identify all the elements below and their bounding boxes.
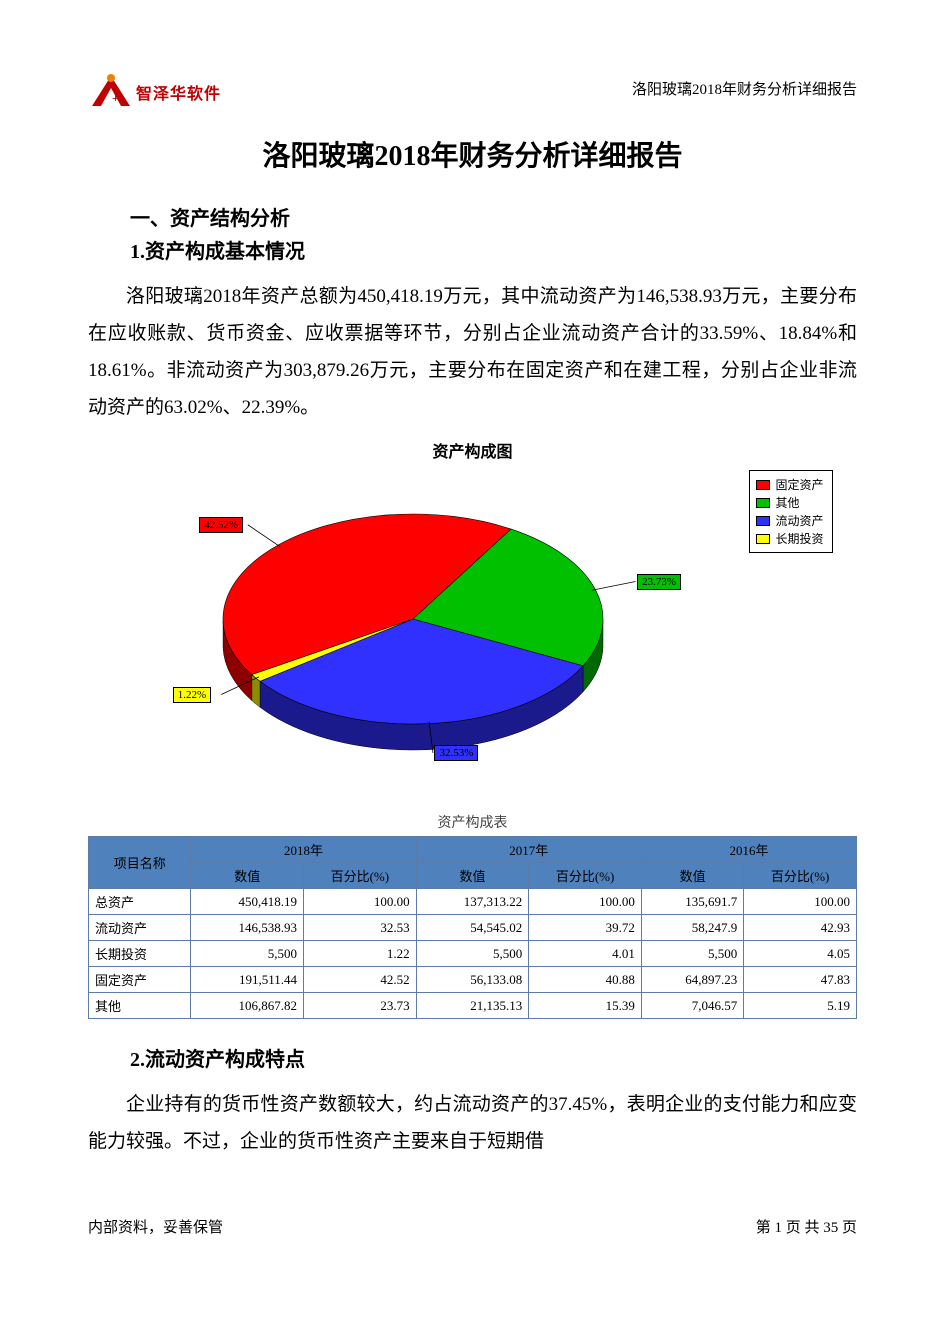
logo-text: 智泽华软件 [136, 80, 221, 104]
legend-label: 长期投资 [775, 530, 823, 547]
table-cell: 40.88 [529, 967, 642, 993]
table-caption: 资产构成表 [88, 812, 857, 832]
paragraph-1: 洛阳玻璃2018年资产总额为450,418.19万元，其中流动资产为146,53… [88, 278, 857, 426]
legend-item: 其他 [756, 494, 823, 511]
th-year-2018: 2018年 [191, 837, 416, 863]
th-sub-pct: 百分比(%) [744, 863, 857, 889]
table-row: 总资产450,418.19100.00137,313.22100.00135,6… [89, 889, 857, 915]
table-cell: 5,500 [641, 941, 743, 967]
table-cell: 4.01 [529, 941, 642, 967]
chart-slice-label: 1.22% [173, 687, 211, 703]
legend-swatch-icon [756, 498, 770, 508]
table-row: 固定资产191,511.4442.5256,133.0840.8864,897.… [89, 967, 857, 993]
table-cell: 42.93 [744, 915, 857, 941]
table-cell: 191,511.44 [191, 967, 304, 993]
document-page: + 智泽华软件 洛阳玻璃2018年财务分析详细报告 洛阳玻璃2018年财务分析详… [0, 0, 945, 1277]
table-cell: 7,046.57 [641, 993, 743, 1019]
table-cell: 4.05 [744, 941, 857, 967]
table-cell: 450,418.19 [191, 889, 304, 915]
table-cell: 58,247.9 [641, 915, 743, 941]
th-item-name: 项目名称 [89, 837, 191, 889]
asset-composition-table: 项目名称 2018年 2017年 2016年 数值 百分比(%) 数值 百分比(… [88, 836, 857, 1019]
logo-mark-icon: + [88, 72, 134, 112]
table-cell: 56,133.08 [416, 967, 529, 993]
table-cell: 其他 [89, 993, 191, 1019]
pie-chart-canvas: 固定资产其他流动资产长期投资 42.52% 23.73% 32.53% 1.22% [113, 464, 833, 794]
table-cell: 固定资产 [89, 967, 191, 993]
table-cell: 100.00 [304, 889, 417, 915]
th-year-2016: 2016年 [641, 837, 856, 863]
th-sub-value: 数值 [416, 863, 529, 889]
svg-text:+: + [112, 91, 119, 105]
footer-left: 内部资料，妥善保管 [88, 1216, 223, 1237]
chart-title: 资产构成图 [113, 438, 833, 462]
page-header: + 智泽华软件 洛阳玻璃2018年财务分析详细报告 [88, 72, 857, 112]
legend-swatch-icon [756, 534, 770, 544]
section-heading: 一、资产结构分析 [130, 202, 857, 231]
table-cell: 流动资产 [89, 915, 191, 941]
table-cell: 106,867.82 [191, 993, 304, 1019]
legend-swatch-icon [756, 516, 770, 526]
pie-chart: 资产构成图 固定资产其他流动资产长期投资 42.52% 23.73% 32.53% 1… [113, 438, 833, 794]
th-sub-value: 数值 [641, 863, 743, 889]
table-cell: 135,691.7 [641, 889, 743, 915]
legend-swatch-icon [756, 480, 770, 490]
table-cell: 146,538.93 [191, 915, 304, 941]
chart-slice-label: 32.53% [434, 745, 478, 761]
table-cell: 总资产 [89, 889, 191, 915]
table-row: 其他106,867.8223.7321,135.1315.397,046.575… [89, 993, 857, 1019]
logo: + 智泽华软件 [88, 72, 221, 112]
table-cell: 21,135.13 [416, 993, 529, 1019]
legend-label: 其他 [775, 494, 799, 511]
legend-label: 流动资产 [775, 512, 823, 529]
subsection-heading-2: 2.流动资产构成特点 [130, 1043, 857, 1072]
table-cell: 137,313.22 [416, 889, 529, 915]
table-cell: 39.72 [529, 915, 642, 941]
footer-right: 第 1 页 共 35 页 [756, 1216, 857, 1237]
legend-item: 长期投资 [756, 530, 823, 547]
th-sub-value: 数值 [191, 863, 304, 889]
page-title: 洛阳玻璃2018年财务分析详细报告 [88, 134, 857, 174]
table-cell: 64,897.23 [641, 967, 743, 993]
table-row: 长期投资5,5001.225,5004.015,5004.05 [89, 941, 857, 967]
table-cell: 47.83 [744, 967, 857, 993]
table-cell: 5.19 [744, 993, 857, 1019]
th-year-2017: 2017年 [416, 837, 641, 863]
header-right-text: 洛阳玻璃2018年财务分析详细报告 [632, 78, 857, 99]
th-sub-pct: 百分比(%) [304, 863, 417, 889]
table-cell: 100.00 [744, 889, 857, 915]
table-cell: 42.52 [304, 967, 417, 993]
table-cell: 15.39 [529, 993, 642, 1019]
table-cell: 5,500 [416, 941, 529, 967]
legend-item: 固定资产 [756, 476, 823, 493]
table-row: 流动资产146,538.9332.5354,545.0239.7258,247.… [89, 915, 857, 941]
table-cell: 1.22 [304, 941, 417, 967]
table-cell: 长期投资 [89, 941, 191, 967]
paragraph-2: 企业持有的货币性资产数额较大，约占流动资产的37.45%，表明企业的支付能力和应… [88, 1086, 857, 1160]
table-cell: 54,545.02 [416, 915, 529, 941]
table-cell: 23.73 [304, 993, 417, 1019]
table-cell: 5,500 [191, 941, 304, 967]
legend-item: 流动资产 [756, 512, 823, 529]
chart-slice-label: 23.73% [637, 574, 681, 590]
table-cell: 100.00 [529, 889, 642, 915]
table-cell: 32.53 [304, 915, 417, 941]
legend-label: 固定资产 [775, 476, 823, 493]
subsection-heading-1: 1.资产构成基本情况 [130, 235, 857, 264]
page-footer: 内部资料，妥善保管 第 1 页 共 35 页 [88, 1216, 857, 1237]
chart-legend: 固定资产其他流动资产长期投资 [749, 470, 832, 553]
chart-slice-label: 42.52% [199, 517, 243, 533]
th-sub-pct: 百分比(%) [529, 863, 642, 889]
